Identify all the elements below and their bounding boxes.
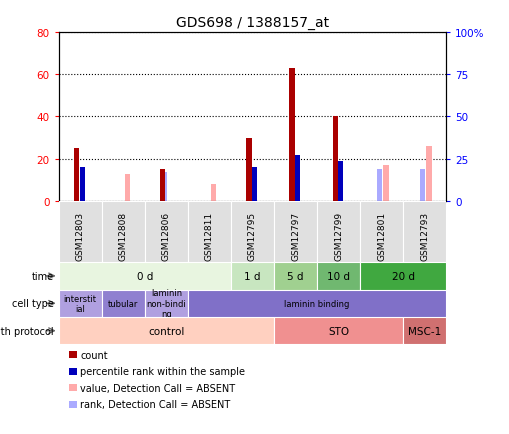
Text: tubular: tubular xyxy=(108,299,138,308)
Bar xyxy=(59,202,101,263)
Bar xyxy=(337,161,343,202)
Bar xyxy=(359,202,403,263)
Text: control: control xyxy=(148,326,184,336)
Bar xyxy=(289,69,294,202)
Text: 0 d: 0 d xyxy=(136,271,153,281)
Text: 20 d: 20 d xyxy=(391,271,414,281)
Text: laminin
non-bindi
ng: laminin non-bindi ng xyxy=(146,289,186,319)
Text: 1 d: 1 d xyxy=(244,271,260,281)
Text: GSM12803: GSM12803 xyxy=(75,211,84,260)
Bar xyxy=(231,202,273,263)
Text: GSM12801: GSM12801 xyxy=(377,211,385,260)
Bar xyxy=(317,263,359,290)
Bar xyxy=(332,117,337,202)
Bar xyxy=(231,263,273,290)
Bar xyxy=(59,290,101,317)
Bar xyxy=(211,185,216,202)
Bar xyxy=(359,263,445,290)
Bar xyxy=(125,174,130,202)
Text: GSM12806: GSM12806 xyxy=(161,211,171,260)
Bar xyxy=(74,149,79,202)
Bar xyxy=(160,170,165,202)
Bar xyxy=(376,170,381,202)
Text: STO: STO xyxy=(327,326,349,336)
Bar xyxy=(79,168,85,202)
Text: growth protocol: growth protocol xyxy=(0,326,53,336)
Bar xyxy=(273,202,317,263)
Bar xyxy=(145,202,187,263)
Bar xyxy=(426,147,431,202)
Text: time: time xyxy=(32,271,53,281)
Text: interstit
ial: interstit ial xyxy=(64,294,97,313)
Text: MSC-1: MSC-1 xyxy=(407,326,440,336)
Bar xyxy=(383,166,388,202)
Bar xyxy=(246,138,251,202)
Text: rank, Detection Call = ABSENT: rank, Detection Call = ABSENT xyxy=(80,400,230,409)
Text: GSM12811: GSM12811 xyxy=(205,211,213,260)
Bar xyxy=(59,317,273,345)
Text: cell type: cell type xyxy=(12,299,53,309)
Text: 10 d: 10 d xyxy=(326,271,349,281)
Bar xyxy=(273,263,317,290)
Bar xyxy=(419,170,425,202)
Bar xyxy=(403,317,445,345)
Bar xyxy=(187,290,445,317)
Text: 5 d: 5 d xyxy=(287,271,303,281)
Bar xyxy=(101,202,145,263)
Text: percentile rank within the sample: percentile rank within the sample xyxy=(80,367,245,376)
Text: GSM12808: GSM12808 xyxy=(119,211,127,260)
Text: laminin binding: laminin binding xyxy=(284,299,349,308)
Bar xyxy=(295,156,300,202)
Bar xyxy=(251,168,257,202)
Text: GSM12795: GSM12795 xyxy=(247,211,257,260)
Text: GSM12793: GSM12793 xyxy=(419,211,429,260)
Bar xyxy=(273,317,403,345)
Bar xyxy=(187,202,231,263)
Text: GSM12797: GSM12797 xyxy=(291,211,299,260)
Bar xyxy=(317,202,359,263)
Text: count: count xyxy=(80,350,107,360)
Bar xyxy=(101,290,145,317)
Title: GDS698 / 1388157_at: GDS698 / 1388157_at xyxy=(176,16,328,30)
Bar xyxy=(59,263,231,290)
Bar xyxy=(403,202,445,263)
Text: GSM12799: GSM12799 xyxy=(333,211,343,260)
Text: value, Detection Call = ABSENT: value, Detection Call = ABSENT xyxy=(80,383,235,393)
Bar xyxy=(161,172,166,202)
Bar xyxy=(145,290,187,317)
